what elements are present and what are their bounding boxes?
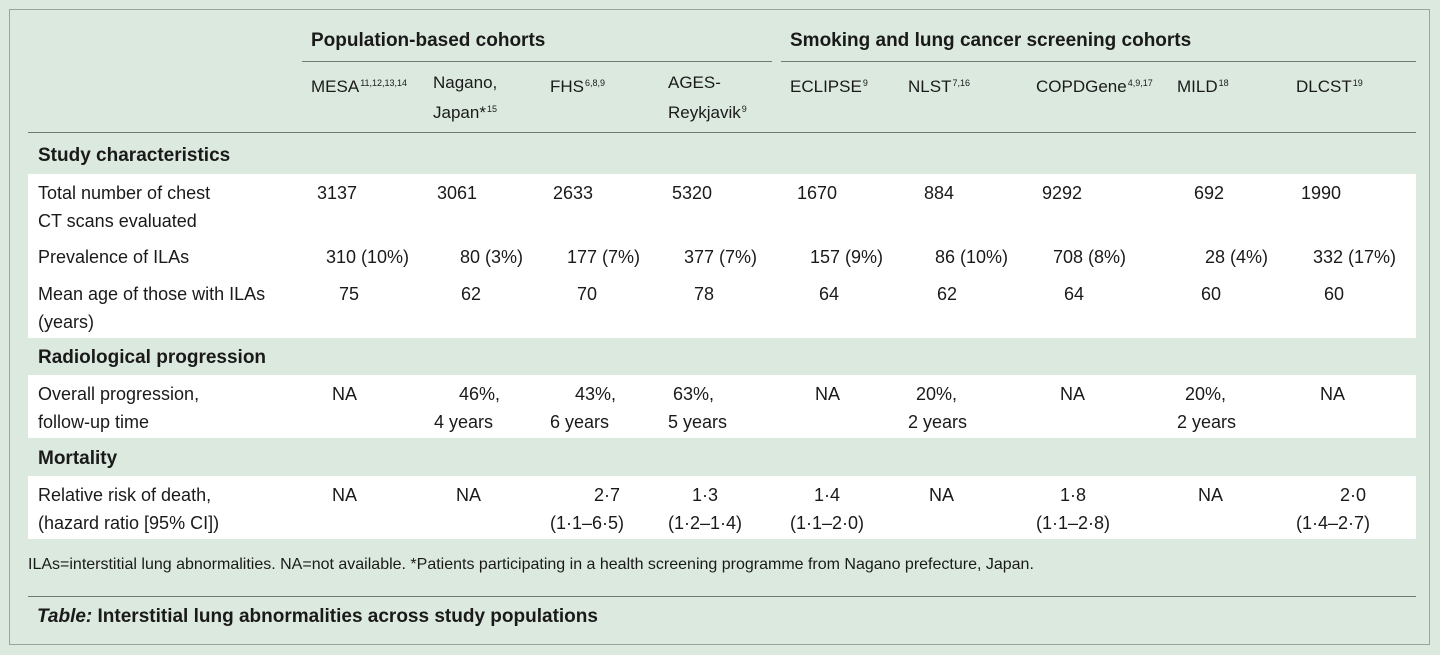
caption-label: Table: <box>37 606 93 627</box>
table-cell: 80 (3%) <box>460 247 524 267</box>
section-radiological-progression: Radiological progression <box>38 347 267 368</box>
table-cell: 20%, 2 years <box>908 384 968 432</box>
table-cell: 884 <box>924 183 955 203</box>
column-header-mild: MILD18 <box>1177 77 1229 96</box>
table-cell: 28 (4%) <box>1205 247 1269 267</box>
table-cell: 708 (8%) <box>1053 247 1127 267</box>
caption-text: Interstitial lung abnormalities across s… <box>97 606 598 627</box>
row-label-progression: Overall progression, follow-up time <box>38 384 200 432</box>
table-cell: NA <box>1320 384 1346 404</box>
row-label-relative-risk: Relative risk of death, (hazard ratio [9… <box>38 485 220 533</box>
table-cell: 62 <box>937 284 958 304</box>
table-cell: 60 <box>1324 284 1345 304</box>
table-cell: 177 (7%) <box>567 247 641 267</box>
table-cell: NA <box>1060 384 1086 404</box>
table-cell: NA <box>815 384 841 404</box>
table-cell: 157 (9%) <box>810 247 884 267</box>
row-band-mortality <box>28 476 1416 539</box>
column-header-dlcst: DLCST19 <box>1296 77 1363 96</box>
row-label-total: Total number of chest CT scans evaluated <box>38 183 211 231</box>
table-cell: NA <box>1198 485 1224 505</box>
table-cell: 1·3 (1·2–1·4) <box>668 485 743 533</box>
column-header-nagano: Nagano, Japan*15 <box>433 73 498 122</box>
table-cell: 692 <box>1194 183 1225 203</box>
row-label-prevalence: Prevalence of ILAs <box>38 247 190 267</box>
rule-population <box>302 61 772 62</box>
table-cell: 310 (10%) <box>326 247 410 267</box>
table-cell: 1·4 (1·1–2·0) <box>790 485 865 533</box>
column-header-eclipse: ECLIPSE9 <box>790 77 868 96</box>
row-band-study <box>28 174 1416 338</box>
column-header-mesa: MESA11,12,13,14 <box>311 77 408 96</box>
table-cell: 377 (7%) <box>684 247 758 267</box>
table-cell: 63%, 5 years <box>668 384 728 432</box>
table-cell: 1670 <box>797 183 838 203</box>
section-mortality: Mortality <box>38 448 118 469</box>
table-cell: 62 <box>461 284 482 304</box>
table-cell: 75 <box>339 284 360 304</box>
table-cell: NA <box>332 384 358 404</box>
table-cell: 64 <box>819 284 840 304</box>
table-cell: 1·8 (1·1–2·8) <box>1036 485 1111 533</box>
table-cell: 2·7 (1·1–6·5) <box>550 485 625 533</box>
table-cell: 2633 <box>553 183 594 203</box>
table-cell: NA <box>456 485 482 505</box>
table-cell: 70 <box>577 284 598 304</box>
table-cell: 3061 <box>437 183 478 203</box>
table-cell: 20%, 2 years <box>1177 384 1237 432</box>
column-header-ages: AGES- Reykjavik9 <box>668 73 747 122</box>
table-cell: 9292 <box>1042 183 1083 203</box>
table-cell: NA <box>929 485 955 505</box>
column-header-copdgene: COPDGene4,9,17 <box>1036 77 1153 96</box>
table-footnote: ILAs=interstitial lung abnormalities. NA… <box>28 556 1034 573</box>
table-cell: 60 <box>1201 284 1222 304</box>
rule-bottom <box>28 596 1416 597</box>
table-caption: Table: Interstitial lung abnormalities a… <box>37 606 598 628</box>
table-cell: 43%, 6 years <box>550 384 617 432</box>
table-cell: NA <box>332 485 358 505</box>
table-cell: 2·0 (1·4–2·7) <box>1296 485 1371 533</box>
group-header-population: Population-based cohorts <box>311 30 546 51</box>
table-cell: 78 <box>694 284 715 304</box>
row-label-mean-age: Mean age of those with ILAs (years) <box>38 284 266 332</box>
column-header-nlst: NLST7,16 <box>908 77 970 96</box>
table-cell: 5320 <box>672 183 713 203</box>
row-band-progression <box>28 375 1416 438</box>
table-cell: 64 <box>1064 284 1085 304</box>
column-header-fhs: FHS6,8,9 <box>550 77 606 96</box>
table-cell: 46%, 4 years <box>434 384 501 432</box>
table-cell: 332 (17%) <box>1313 247 1397 267</box>
table-cell: 86 (10%) <box>935 247 1009 267</box>
table-cell: 3137 <box>317 183 358 203</box>
rule-header-bottom <box>28 132 1416 133</box>
section-study-characteristics: Study characteristics <box>38 145 231 166</box>
rule-smoking <box>781 61 1416 62</box>
group-header-smoking: Smoking and lung cancer screening cohort… <box>790 30 1192 51</box>
table-cell: 1990 <box>1301 183 1342 203</box>
